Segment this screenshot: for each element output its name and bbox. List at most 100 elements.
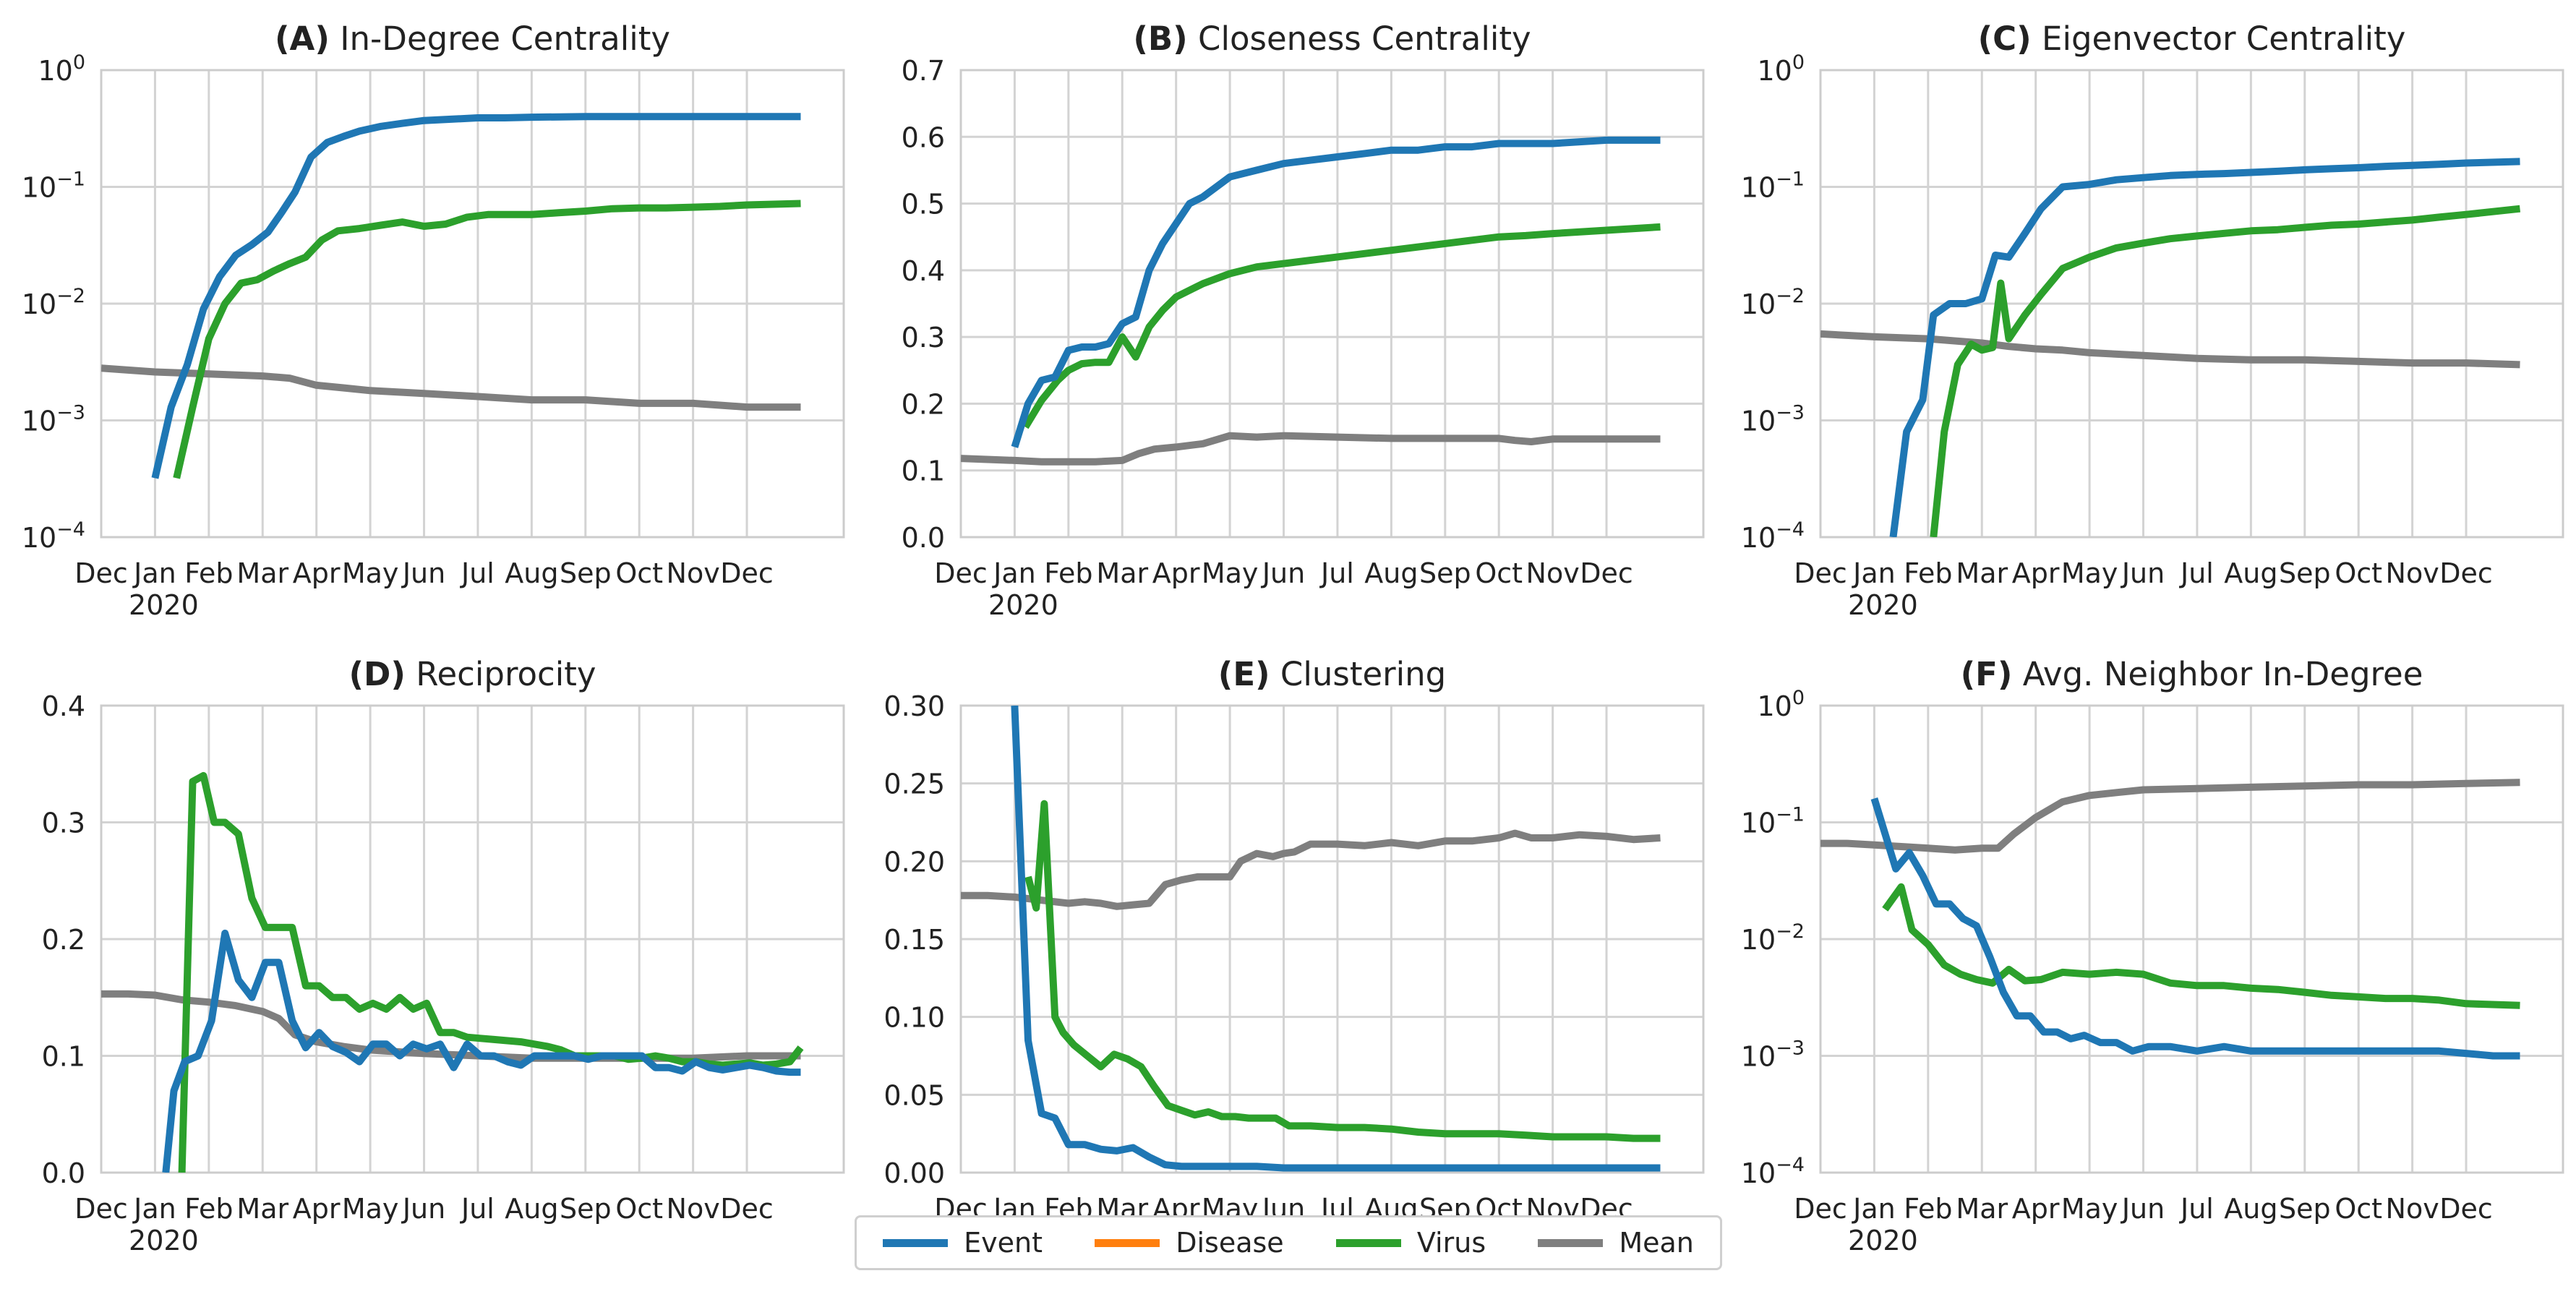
x-tick-label: Dec: [2439, 1193, 2493, 1225]
y-tick-label: 10−4: [1741, 1154, 1805, 1189]
x-tick-label: Feb: [1904, 1193, 1952, 1225]
x-tick-label: Dec: [934, 557, 988, 589]
x-tick-label: Sep: [560, 557, 612, 589]
y-tick-label: 100: [1757, 687, 1805, 722]
plot-frame: [1819, 69, 2564, 539]
panel-e: DecJan2020FebMarAprMayJunJulAugSepOctNov…: [883, 655, 1705, 1256]
legend-item-mean: Mean: [1538, 1227, 1694, 1259]
x-tick-label: Jan: [132, 1193, 176, 1225]
panel-title: (F) Avg. Neighbor In-Degree: [1961, 655, 2423, 693]
x-tick-label: Dec: [74, 557, 128, 589]
series-line-virus: [1882, 883, 2520, 1009]
x-tick-label: Jan: [1852, 557, 1896, 589]
x-tick-label: Mar: [236, 557, 288, 589]
y-tick-label: 0.1: [42, 1041, 85, 1073]
x-tick-sublabel: 2020: [988, 589, 1058, 621]
x-tick-label: Jan: [992, 557, 1036, 589]
y-tick-label: 10−1: [1741, 168, 1805, 204]
legend-swatch-disease: [1095, 1238, 1160, 1247]
y-tick-label: 0.15: [883, 924, 945, 956]
y-tick-label: 10−2: [1741, 920, 1805, 956]
y-tick-label: 0.4: [902, 255, 945, 287]
x-tick-label: Apr: [1152, 557, 1200, 589]
legend: Event Disease Virus Mean: [855, 1215, 1722, 1270]
x-tick-sublabel: 2020: [129, 1225, 199, 1256]
x-tick-label: Aug: [505, 1193, 558, 1225]
x-tick-label: May: [2061, 557, 2118, 589]
series-line-mean: [1820, 330, 2520, 369]
x-tick-label: Dec: [74, 1193, 128, 1225]
x-tick-label: Dec: [1580, 557, 1633, 589]
series-line-virus: [1024, 800, 1661, 1142]
x-tick-label: Feb: [1904, 557, 1952, 589]
x-tick-label: Sep: [560, 1193, 612, 1225]
series-line-event: [1870, 797, 2520, 1060]
y-tick-label: 0.30: [883, 690, 945, 722]
panel-title: (B) Closeness Centrality: [1133, 20, 1531, 58]
x-tick-label: Apr: [293, 557, 341, 589]
series-line-virus: [1022, 223, 1661, 429]
x-tick-label: Apr: [293, 1193, 341, 1225]
x-tick-label: Oct: [615, 557, 663, 589]
y-tick-label: 10−2: [22, 285, 85, 320]
legend-swatch-mean: [1538, 1238, 1604, 1247]
legend-item-event: Event: [883, 1227, 1043, 1259]
y-tick-label: 0.5: [902, 189, 945, 220]
y-tick-label: 10−3: [1741, 1037, 1805, 1073]
x-tick-label: Sep: [2279, 557, 2331, 589]
x-tick-label: Nov: [2386, 1193, 2439, 1225]
series-line-virus: [1930, 205, 2521, 537]
x-tick-label: Nov: [667, 1193, 720, 1225]
x-tick-label: Mar: [236, 1193, 288, 1225]
x-tick-label: Jul: [2179, 1193, 2214, 1225]
y-tick-label: 0.0: [42, 1157, 85, 1189]
series-line-mean: [1820, 779, 2520, 854]
x-tick-label: Jun: [401, 1193, 445, 1225]
plot-frame: [100, 69, 845, 539]
plot-frame: [959, 704, 1705, 1174]
x-tick-label: May: [2061, 1193, 2118, 1225]
x-tick-label: Jan: [132, 557, 176, 589]
x-tick-label: Aug: [505, 557, 558, 589]
series-line-mean: [101, 364, 801, 411]
series-line-event: [162, 929, 801, 1173]
x-tick-label: Dec: [720, 1193, 774, 1225]
y-tick-label: 0.2: [902, 388, 945, 420]
x-tick-label: Jun: [401, 557, 445, 589]
x-tick-label: Dec: [720, 557, 774, 589]
x-tick-label: Dec: [1794, 1193, 1847, 1225]
x-tick-label: Feb: [1044, 557, 1092, 589]
legend-item-disease: Disease: [1095, 1227, 1284, 1259]
x-tick-label: Sep: [2279, 1193, 2331, 1225]
panel-title: (A) In-Degree Centrality: [275, 20, 670, 58]
legend-label-disease: Disease: [1176, 1227, 1284, 1259]
y-tick-label: 0.00: [883, 1157, 945, 1189]
series-line-event: [1011, 706, 1661, 1172]
legend-swatch-event: [883, 1238, 949, 1247]
x-tick-label: Feb: [184, 1193, 233, 1225]
series-line-virus: [173, 200, 801, 479]
y-tick-label: 0.25: [883, 768, 945, 800]
x-tick-label: Aug: [2224, 1193, 2277, 1225]
y-tick-label: 0.10: [883, 1002, 945, 1034]
x-tick-label: Nov: [667, 557, 720, 589]
y-tick-label: 10−1: [22, 168, 85, 204]
legend-label-mean: Mean: [1619, 1227, 1694, 1259]
x-tick-label: Dec: [2439, 557, 2493, 589]
panel-title: (D) Reciprocity: [348, 655, 596, 693]
y-tick-label: 10−3: [22, 402, 85, 437]
x-tick-label: Dec: [1794, 557, 1847, 589]
panel-title: (C) Eigenvector Centrality: [1978, 20, 2406, 58]
x-tick-label: Jul: [460, 1193, 495, 1225]
x-tick-label: Sep: [1419, 557, 1471, 589]
y-tick-label: 0.20: [883, 846, 945, 878]
x-tick-label: Apr: [2012, 557, 2060, 589]
series-line-event: [1889, 158, 2520, 537]
legend-item-virus: Virus: [1335, 1227, 1486, 1259]
x-tick-label: Feb: [184, 557, 233, 589]
x-tick-label: Nov: [2386, 557, 2439, 589]
